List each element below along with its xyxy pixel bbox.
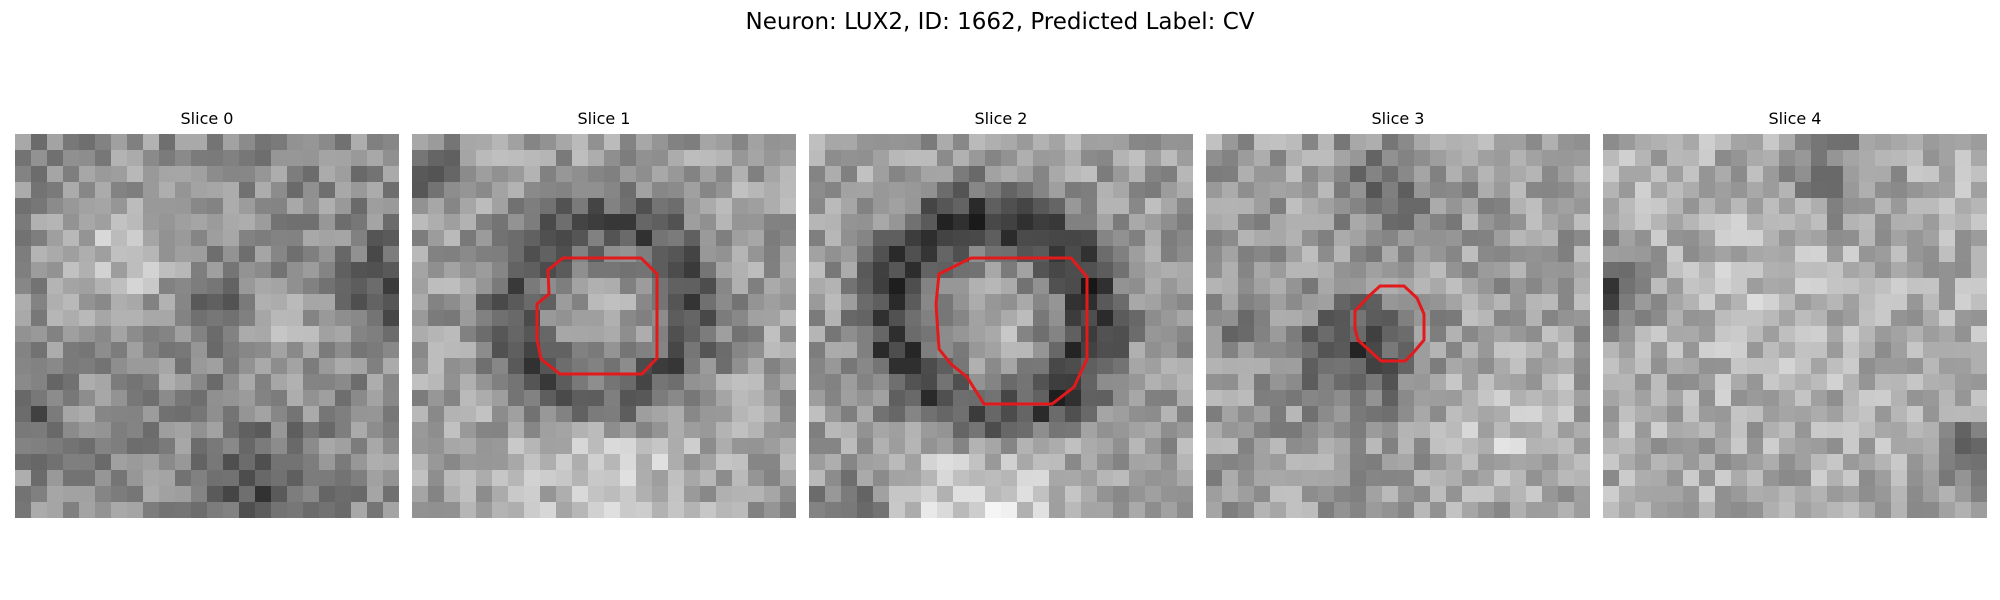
slice-image-3	[1206, 134, 1590, 518]
figure-title: Neuron: LUX2, ID: 1662, Predicted Label:…	[745, 9, 1255, 35]
slice-image-2	[809, 134, 1193, 518]
slice-title-4: Slice 4	[1768, 109, 1822, 128]
slice-image-4	[1603, 134, 1987, 518]
slice-image-1	[412, 134, 796, 518]
slice-image-0	[15, 134, 399, 518]
slice-title-1: Slice 1	[577, 109, 631, 128]
slice-title-0: Slice 0	[180, 109, 234, 128]
slice-title-2: Slice 2	[974, 109, 1028, 128]
slice-title-3: Slice 3	[1371, 109, 1425, 128]
cell-contour	[535, 256, 659, 376]
cell-contour	[1353, 284, 1426, 363]
cell-contour	[934, 256, 1089, 406]
